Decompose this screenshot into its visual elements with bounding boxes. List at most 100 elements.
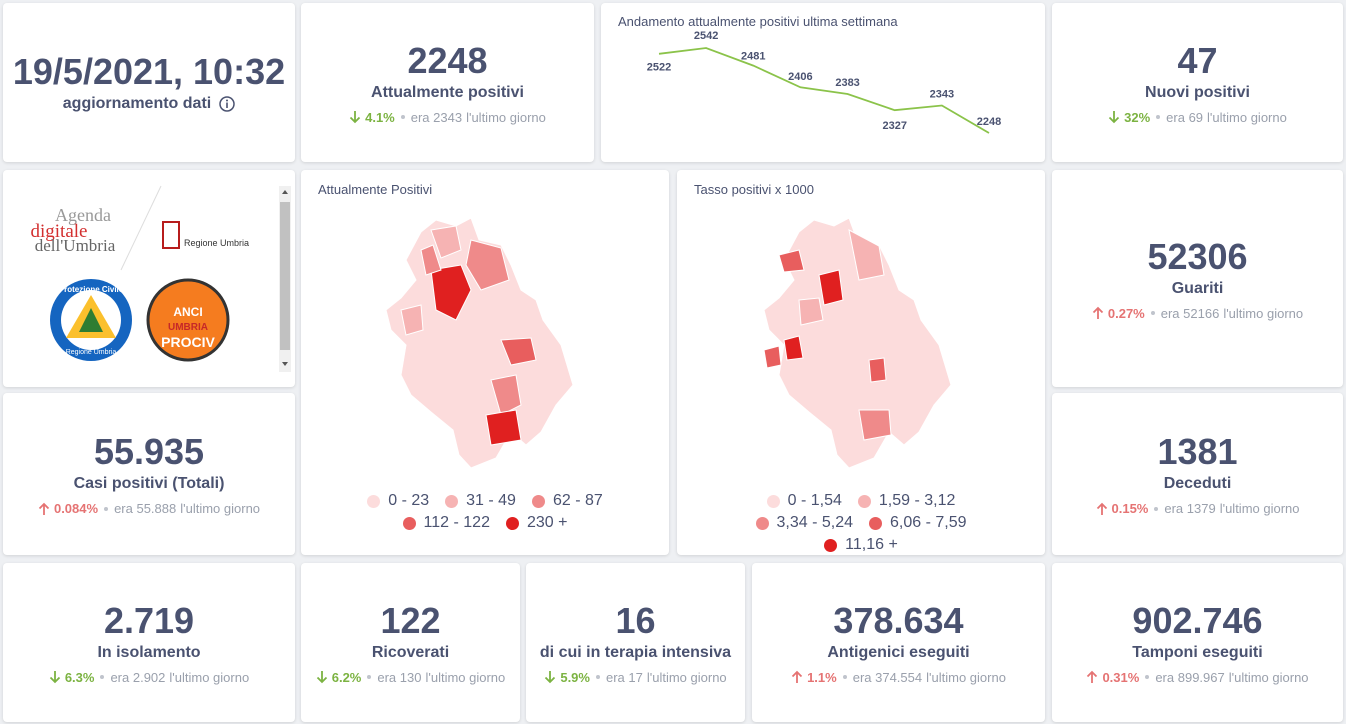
legend-swatch	[402, 516, 416, 530]
stat-card: 122 Ricoverati 6.2% era 130 l'ultimo giorno	[301, 563, 520, 722]
stat-card: 2248 Attualmente positivi 4.1% era 2343 l'ul…	[301, 3, 594, 162]
trend-arrow	[545, 671, 556, 684]
legend-swatch	[766, 494, 780, 508]
legend-swatch	[531, 494, 545, 508]
stat-card: 55.935 Casi positivi (Totali) 0.084% era 55…	[3, 393, 295, 555]
legend-item: 3,34 - 5,24	[755, 514, 854, 532]
logo-text: ANCI	[173, 305, 202, 319]
region	[858, 409, 892, 441]
region	[430, 264, 472, 321]
logo-text: PROCIV	[161, 334, 215, 350]
change-pct: 0.084%	[53, 501, 99, 516]
region	[465, 239, 510, 291]
legend: 0 - 1,54 1,59 - 3,12 3,34 - 5,24 6,06 - 7,5…	[677, 492, 1045, 554]
sparkline-title: Andamento attualmente positivi ultima se…	[618, 14, 898, 29]
separator-dot	[1156, 115, 1161, 119]
legend-label: 62 - 87	[552, 492, 603, 509]
stat-label: Antigenici eseguiti	[827, 643, 970, 661]
suffix: l'ultimo giorno	[926, 669, 1006, 685]
legend-item: 230 +	[505, 514, 567, 532]
arrow-shape	[1109, 111, 1120, 124]
legend-item: 31 - 49	[445, 492, 516, 510]
sparkline-card: Andamento attualmente positivi ultima se…	[601, 3, 1045, 162]
legend-item: 6,06 - 7,59	[869, 514, 967, 532]
suffix: l'ultimo giorno	[1219, 501, 1300, 516]
arrow-shape	[316, 671, 327, 684]
stat-value: 52306	[1147, 235, 1248, 277]
anci-logo	[146, 278, 230, 362]
stat-label: Nuovi positivi	[1145, 83, 1250, 101]
caption: aggiornamento dati	[62, 95, 212, 112]
region	[430, 225, 462, 259]
map	[763, 217, 952, 469]
stat-label: In isolamento	[97, 643, 201, 661]
suffix: l'ultimo giorno	[1223, 305, 1304, 321]
region	[868, 357, 887, 383]
previous: era 17	[605, 669, 643, 685]
legend-label: 6,06 - 7,59	[890, 514, 967, 531]
change-row: 5.9% era 17 l'ultimo giorno	[544, 669, 727, 685]
regione-icon	[162, 221, 180, 249]
stat-card: 16 di cui in terapia intensiva 5.9% era 17 l…	[526, 563, 745, 722]
legend-label: 112 - 122	[423, 514, 490, 531]
region-shapes	[763, 217, 952, 469]
previous: era 1379	[1164, 501, 1216, 516]
caption-row: aggiornamento dati	[63, 95, 235, 113]
change-row: 0.084% era 55.888 l'ultimo giorno	[38, 501, 260, 516]
change-pct: 5.9%	[560, 669, 590, 685]
change-row: 4.1% era 2343 l'ultimo giorno	[349, 110, 546, 125]
previous: era 69	[1166, 109, 1204, 125]
region	[420, 244, 442, 276]
trend-arrow	[791, 670, 803, 683]
suffix: l'ultimo giorno	[425, 669, 506, 685]
separator-dot	[104, 506, 109, 511]
arrow-shape	[1087, 670, 1098, 683]
legend-swatch	[505, 516, 519, 530]
trend-arrow	[38, 502, 50, 515]
change-row: 6.2% era 130 l'ultimo giorno	[316, 669, 506, 685]
change-row: 0.15% era 1379 l'ultimo giorno	[1096, 501, 1300, 516]
sparkline-label: 2542	[694, 30, 718, 42]
stat-card: 47 Nuovi positivi 32% era 69 l'ultimo giorno	[1052, 3, 1343, 162]
separator-dot	[400, 115, 405, 119]
separator-dot	[1145, 675, 1150, 679]
legend-label: 0 - 23	[388, 492, 430, 509]
separator-dot	[1154, 506, 1159, 511]
logo-text: Regione Umbria	[66, 349, 117, 356]
trend-arrow	[1092, 306, 1104, 319]
stat-value: 2248	[407, 39, 488, 81]
legend-label: 0 - 1,54	[787, 492, 842, 509]
scrollbar-thumb[interactable]	[280, 202, 290, 350]
trend-arrow	[349, 111, 361, 124]
stat-label: Deceduti	[1163, 475, 1232, 492]
map-title: Attualmente Positivi	[318, 182, 433, 197]
logo-text: Regione Umbria	[184, 238, 249, 248]
previous: era 374.554	[852, 669, 923, 685]
legend-label: 3,34 - 5,24	[776, 514, 854, 531]
region	[798, 297, 824, 326]
separator-dot	[100, 675, 105, 679]
change-row: 0.31% era 899.967 l'ultimo giorno	[1086, 670, 1309, 685]
separator-dot	[842, 675, 847, 679]
previous: era 52166	[1160, 305, 1220, 321]
legend: 0 - 23 31 - 49 62 - 87 112 - 122 230 +	[301, 492, 669, 532]
stat-card: 378.634 Antigenici eseguiti 1.1% era 374.55…	[752, 563, 1045, 722]
legend-item: 11,16 +	[824, 536, 898, 554]
region	[818, 269, 844, 306]
stat-card: 2.719 In isolamento 6.3% era 2.902 l'ultimo …	[3, 563, 295, 722]
region-shapes	[385, 217, 574, 469]
change-pct: 1.1%	[807, 669, 837, 685]
region	[485, 409, 522, 446]
sparkline-label: 2406	[788, 71, 812, 83]
logo-text: Protezione Civile	[59, 285, 124, 294]
stat-value: 902.746	[1132, 599, 1263, 641]
legend-item: 1,59 - 3,12	[857, 492, 956, 510]
suffix: l'ultimo giorno	[646, 669, 727, 685]
info-icon[interactable]	[219, 96, 235, 112]
arrow-shape	[49, 671, 60, 684]
legend-label: 1,59 - 3,12	[878, 492, 956, 509]
previous: era 130	[377, 669, 422, 685]
legend-swatch	[445, 494, 459, 508]
stat-card: 1381 Deceduti 0.15% era 1379 l'ultimo giorno	[1052, 393, 1343, 555]
legend-swatch	[824, 538, 838, 552]
